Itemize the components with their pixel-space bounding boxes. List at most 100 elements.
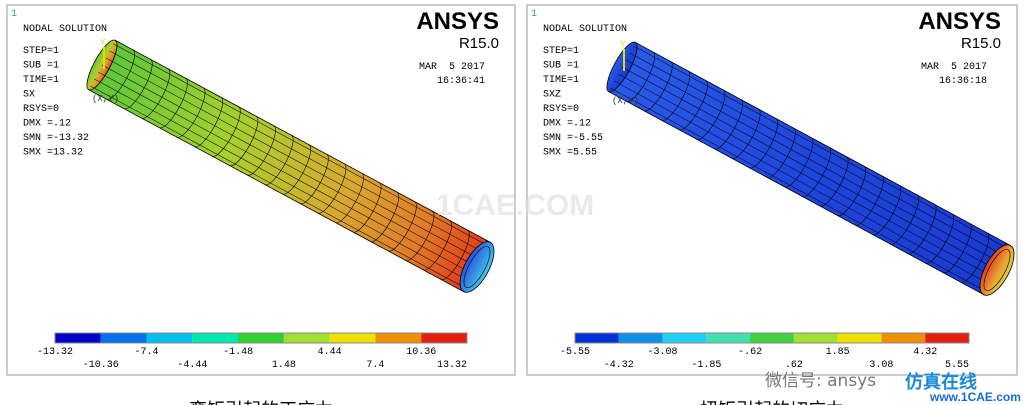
tube-model bbox=[606, 41, 1015, 296]
date: MAR 5 2017 bbox=[921, 62, 987, 73]
caption: 弯矩引起的正应力 bbox=[189, 400, 333, 405]
colorbar-segment bbox=[55, 333, 101, 343]
brand: ANSYS bbox=[918, 8, 1001, 35]
mesh-line bbox=[109, 50, 485, 254]
info-line: SUB =1 bbox=[543, 61, 579, 72]
version: R15.0 bbox=[961, 35, 1001, 52]
site-name: 仿真在线 bbox=[905, 371, 977, 393]
colorbar-segment bbox=[750, 333, 794, 343]
plot-title: NODAL SOLUTION bbox=[23, 24, 107, 35]
info-line: TIME=1 bbox=[543, 75, 579, 86]
colorbar-segment bbox=[238, 333, 284, 343]
result-panel: 1 NODAL SOLUTION STEP=1 SUB =1 TIME=1 SXZ RSYS… bbox=[531, 8, 1015, 405]
info-line: RSYS=0 bbox=[23, 104, 59, 115]
colorbar-segment bbox=[575, 333, 619, 343]
info-line: RSYS=0 bbox=[543, 104, 579, 115]
wechat-id: 微信号: ansys bbox=[765, 371, 876, 391]
colorbar-segment bbox=[192, 333, 239, 343]
window-index: 1 bbox=[531, 9, 537, 20]
mesh-line bbox=[94, 78, 470, 282]
axis-label: Y bbox=[620, 40, 626, 50]
info-line: SXZ bbox=[543, 90, 561, 101]
mesh-line bbox=[625, 59, 1001, 264]
colorbar-label: 4.32 bbox=[913, 347, 937, 358]
info-line: SX bbox=[23, 90, 35, 101]
info-line: SMX =13.32 bbox=[23, 148, 83, 159]
colorbar-label: -1.48 bbox=[223, 347, 253, 358]
colorbar-label: 7.4 bbox=[366, 360, 384, 371]
colorbar-segment bbox=[837, 333, 882, 343]
info-line: STEP=1 bbox=[543, 46, 579, 57]
colorbar-label: -3.08 bbox=[648, 347, 678, 358]
axis-label: Y bbox=[100, 38, 106, 48]
plot-title: NODAL SOLUTION bbox=[543, 24, 627, 35]
colorbar-label: .62 bbox=[785, 360, 803, 371]
window-index: 1 bbox=[11, 9, 17, 20]
tube-bore bbox=[983, 249, 1011, 291]
colorbar-label: -.62 bbox=[738, 347, 762, 358]
tube-end bbox=[979, 244, 1015, 296]
colorbar-label: 1.85 bbox=[826, 347, 850, 358]
mesh-line bbox=[618, 73, 994, 278]
colorbar-label: -7.4 bbox=[135, 347, 159, 358]
date: MAR 5 2017 bbox=[419, 62, 485, 73]
colorbar-label: -10.36 bbox=[83, 360, 119, 371]
info-line: DMX =.12 bbox=[543, 119, 591, 130]
axis-note: (X,Y) bbox=[92, 94, 119, 104]
brand: ANSYS bbox=[416, 8, 499, 35]
mesh-line bbox=[113, 43, 489, 247]
colorbar-segment bbox=[881, 333, 926, 343]
colorbar-label: -4.44 bbox=[177, 360, 207, 371]
tube-end bbox=[459, 241, 495, 293]
colorbar-label: 10.36 bbox=[406, 347, 436, 358]
mesh-line bbox=[610, 87, 986, 292]
colorbar-label: 3.08 bbox=[869, 360, 893, 371]
colorbar-segment bbox=[100, 333, 147, 343]
tube-bore bbox=[463, 246, 491, 288]
mesh-line bbox=[633, 45, 1009, 250]
colorbar-segment bbox=[925, 333, 969, 343]
colorbar-label: -1.85 bbox=[691, 360, 721, 371]
caption: 扭矩引起的切应力 bbox=[700, 400, 844, 405]
colorbar-segment bbox=[146, 333, 193, 343]
info-line: SUB =1 bbox=[23, 61, 59, 72]
colorbar-label: 13.32 bbox=[437, 360, 467, 371]
panel-frame bbox=[6, 4, 516, 376]
mesh-line bbox=[98, 71, 474, 275]
result-panel: 1 NODAL SOLUTION STEP=1 SUB =1 TIME=1 SX RSYS=… bbox=[11, 8, 499, 405]
colorbar-segment bbox=[283, 333, 330, 343]
colorbar-frame bbox=[54, 332, 468, 344]
info-line: SMN =-5.55 bbox=[543, 133, 603, 144]
colorbar-segment bbox=[793, 333, 838, 343]
time: 16:36:18 bbox=[939, 76, 987, 87]
axis-note: (X,Y) bbox=[612, 96, 639, 106]
colorbar-label: 5.55 bbox=[945, 360, 969, 371]
info-line: SMX =5.55 bbox=[543, 148, 597, 159]
info-line: TIME=1 bbox=[23, 75, 59, 86]
mesh-line bbox=[614, 80, 990, 285]
mesh-line bbox=[90, 85, 466, 289]
colorbar-frame bbox=[574, 332, 970, 344]
colorbar-segment bbox=[421, 333, 467, 343]
colorbar-label: -4.32 bbox=[604, 360, 634, 371]
colorbar-segment bbox=[662, 333, 707, 343]
colorbar-label: 4.44 bbox=[318, 347, 342, 358]
colorbar-segment bbox=[329, 333, 376, 343]
info-line: SMN =-13.32 bbox=[23, 133, 89, 144]
mesh-line bbox=[105, 57, 481, 261]
tube-model bbox=[86, 39, 495, 293]
mesh-line bbox=[101, 64, 478, 268]
colorbar-label: -13.32 bbox=[37, 347, 73, 358]
info-line: STEP=1 bbox=[23, 46, 59, 57]
watermark: 1CAE.COM bbox=[436, 189, 594, 222]
panel-frame bbox=[526, 4, 1018, 376]
colorbar-label: 1.48 bbox=[272, 360, 296, 371]
colorbar-segment bbox=[375, 333, 422, 343]
colorbar-label: -5.55 bbox=[560, 347, 590, 358]
colorbar-segment bbox=[618, 333, 663, 343]
time: 16:36:41 bbox=[437, 76, 485, 87]
site-url: www.1CAE.com bbox=[929, 390, 1021, 404]
info-line: DMX =.12 bbox=[23, 119, 71, 130]
colorbar-segment bbox=[706, 333, 751, 343]
